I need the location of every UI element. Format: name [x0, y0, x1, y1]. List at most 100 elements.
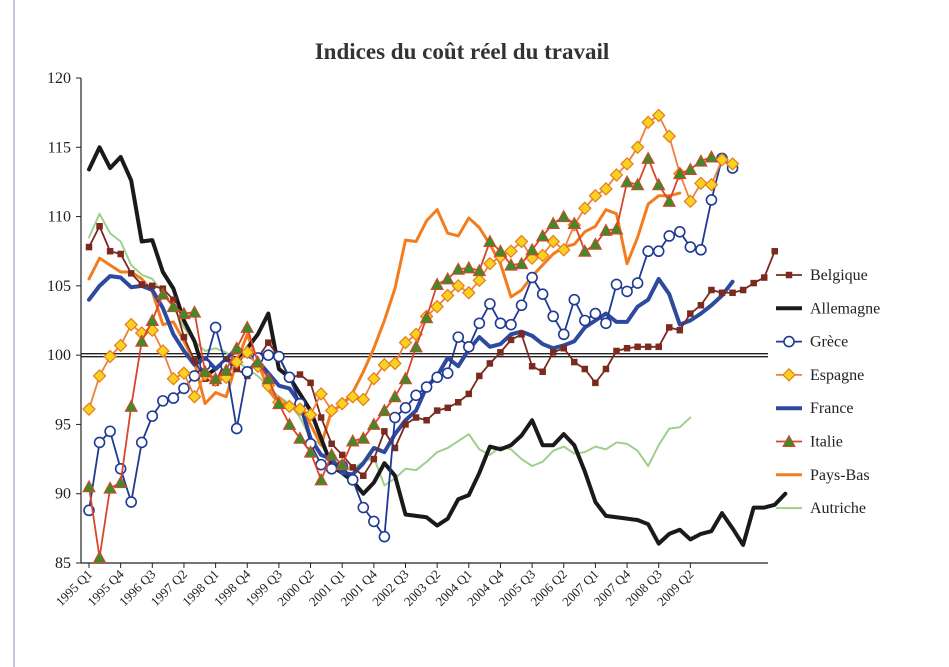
data-point-belgique: [412, 414, 420, 421]
legend-label-allemagne: Allemagne: [810, 300, 880, 317]
data-point-grce: [135, 436, 148, 449]
data-point-italie: [367, 417, 381, 430]
data-point-espagne: [113, 338, 128, 353]
data-point-espagne: [514, 234, 529, 249]
data-point-italie: [419, 310, 434, 324]
data-point-italie: [578, 244, 592, 257]
data-point-grce: [547, 310, 560, 323]
data-point-italie: [430, 277, 444, 290]
data-point-italie: [525, 242, 539, 256]
data-point-espagne: [440, 288, 455, 303]
data-point-espagne: [578, 201, 592, 216]
data-point-italie: [103, 481, 117, 494]
legend-item-france: France: [776, 400, 854, 417]
data-point-grce: [473, 317, 486, 330]
data-point-belgique: [697, 302, 705, 309]
data-point-belgique: [85, 243, 93, 251]
data-point-grce: [684, 241, 697, 253]
chart-title: Indices du coût réel du travail: [315, 39, 610, 64]
legend-item-italie: Italie: [776, 434, 843, 451]
legend-item-espagne: Espagne: [776, 367, 864, 384]
data-point-grce: [262, 349, 275, 361]
data-point-belgique: [486, 360, 494, 367]
legend-label-paysbas: Pays-Bas: [810, 467, 870, 484]
data-point-espagne: [314, 387, 328, 401]
data-point-espagne: [377, 357, 392, 372]
data-point-italie: [250, 355, 265, 368]
data-point-italie: [314, 472, 328, 486]
data-point-italie: [166, 299, 181, 313]
data-point-italie: [229, 341, 244, 354]
data-point-italie: [156, 287, 170, 300]
legend-label-autriche: Autriche: [810, 500, 866, 517]
data-point-belgique: [307, 379, 314, 387]
data-point-belgique: [149, 282, 156, 290]
data-point-italie: [630, 177, 645, 191]
data-point-grce: [283, 371, 296, 384]
data-point-italie: [345, 434, 360, 447]
series-line-paysbas: [87, 191, 682, 447]
data-point-belgique: [423, 417, 430, 424]
data-point-italie: [461, 260, 476, 274]
data-point-espagne: [430, 299, 444, 314]
data-point-belgique: [433, 407, 441, 414]
legend-label-espagne: Espagne: [810, 367, 864, 384]
data-point-grce: [114, 462, 127, 475]
data-point-italie: [240, 320, 255, 333]
data-point-grce: [399, 401, 412, 414]
data-point-espagne: [599, 182, 613, 196]
data-point-italie: [651, 177, 666, 191]
data-point-belgique: [581, 365, 589, 373]
data-point-belgique: [592, 379, 599, 387]
data-point-espagne: [715, 152, 729, 167]
data-point-italie: [177, 306, 191, 320]
data-point-grce: [230, 422, 243, 435]
data-point-belgique: [739, 286, 747, 294]
data-point-belgique: [96, 223, 103, 230]
data-point-espagne: [103, 349, 117, 364]
data-point-italie: [514, 256, 529, 270]
data-point-belgique: [138, 281, 145, 288]
data-point-grce: [441, 367, 454, 379]
data-point-grce: [631, 277, 644, 289]
data-point-espagne: [240, 345, 255, 360]
data-point-italie: [124, 399, 139, 412]
data-point-grce: [378, 530, 391, 543]
plot-area: [80, 78, 768, 564]
data-point-belgique: [687, 310, 694, 317]
data-point-grce: [357, 501, 370, 514]
legend-label-grce: Grèce: [810, 334, 848, 351]
data-point-grce: [93, 436, 106, 449]
data-point-espagne: [461, 285, 476, 300]
data-point-italie: [324, 447, 339, 461]
data-point-belgique: [549, 349, 557, 356]
data-point-belgique: [666, 324, 673, 331]
reference-line-100: [81, 352, 768, 358]
data-point-grce: [410, 389, 422, 402]
data-point-grce: [484, 298, 496, 310]
data-point-grce: [610, 278, 623, 291]
data-point-belgique: [602, 365, 610, 373]
data-point-italie: [261, 371, 276, 385]
data-point-italie: [293, 431, 307, 444]
data-point-italie: [451, 262, 466, 275]
data-point-espagne: [483, 256, 497, 271]
data-point-belgique: [623, 344, 631, 352]
y-tick-label: 110: [48, 209, 71, 226]
data-point-belgique: [317, 414, 325, 421]
data-point-belgique: [117, 250, 124, 258]
data-point-grce: [188, 370, 201, 382]
data-point-belgique: [760, 274, 768, 281]
data-point-belgique: [465, 390, 473, 398]
data-point-italie: [556, 209, 571, 223]
data-point-espagne: [641, 115, 655, 130]
data-point-grce: [389, 411, 401, 424]
data-point-espagne: [177, 366, 191, 381]
data-point-belgique: [644, 343, 652, 351]
data-point-italie: [272, 396, 286, 410]
data-point-espagne: [620, 157, 634, 171]
data-point-italie: [187, 305, 202, 318]
data-point-italie: [535, 228, 550, 242]
data-point-belgique: [750, 279, 757, 287]
